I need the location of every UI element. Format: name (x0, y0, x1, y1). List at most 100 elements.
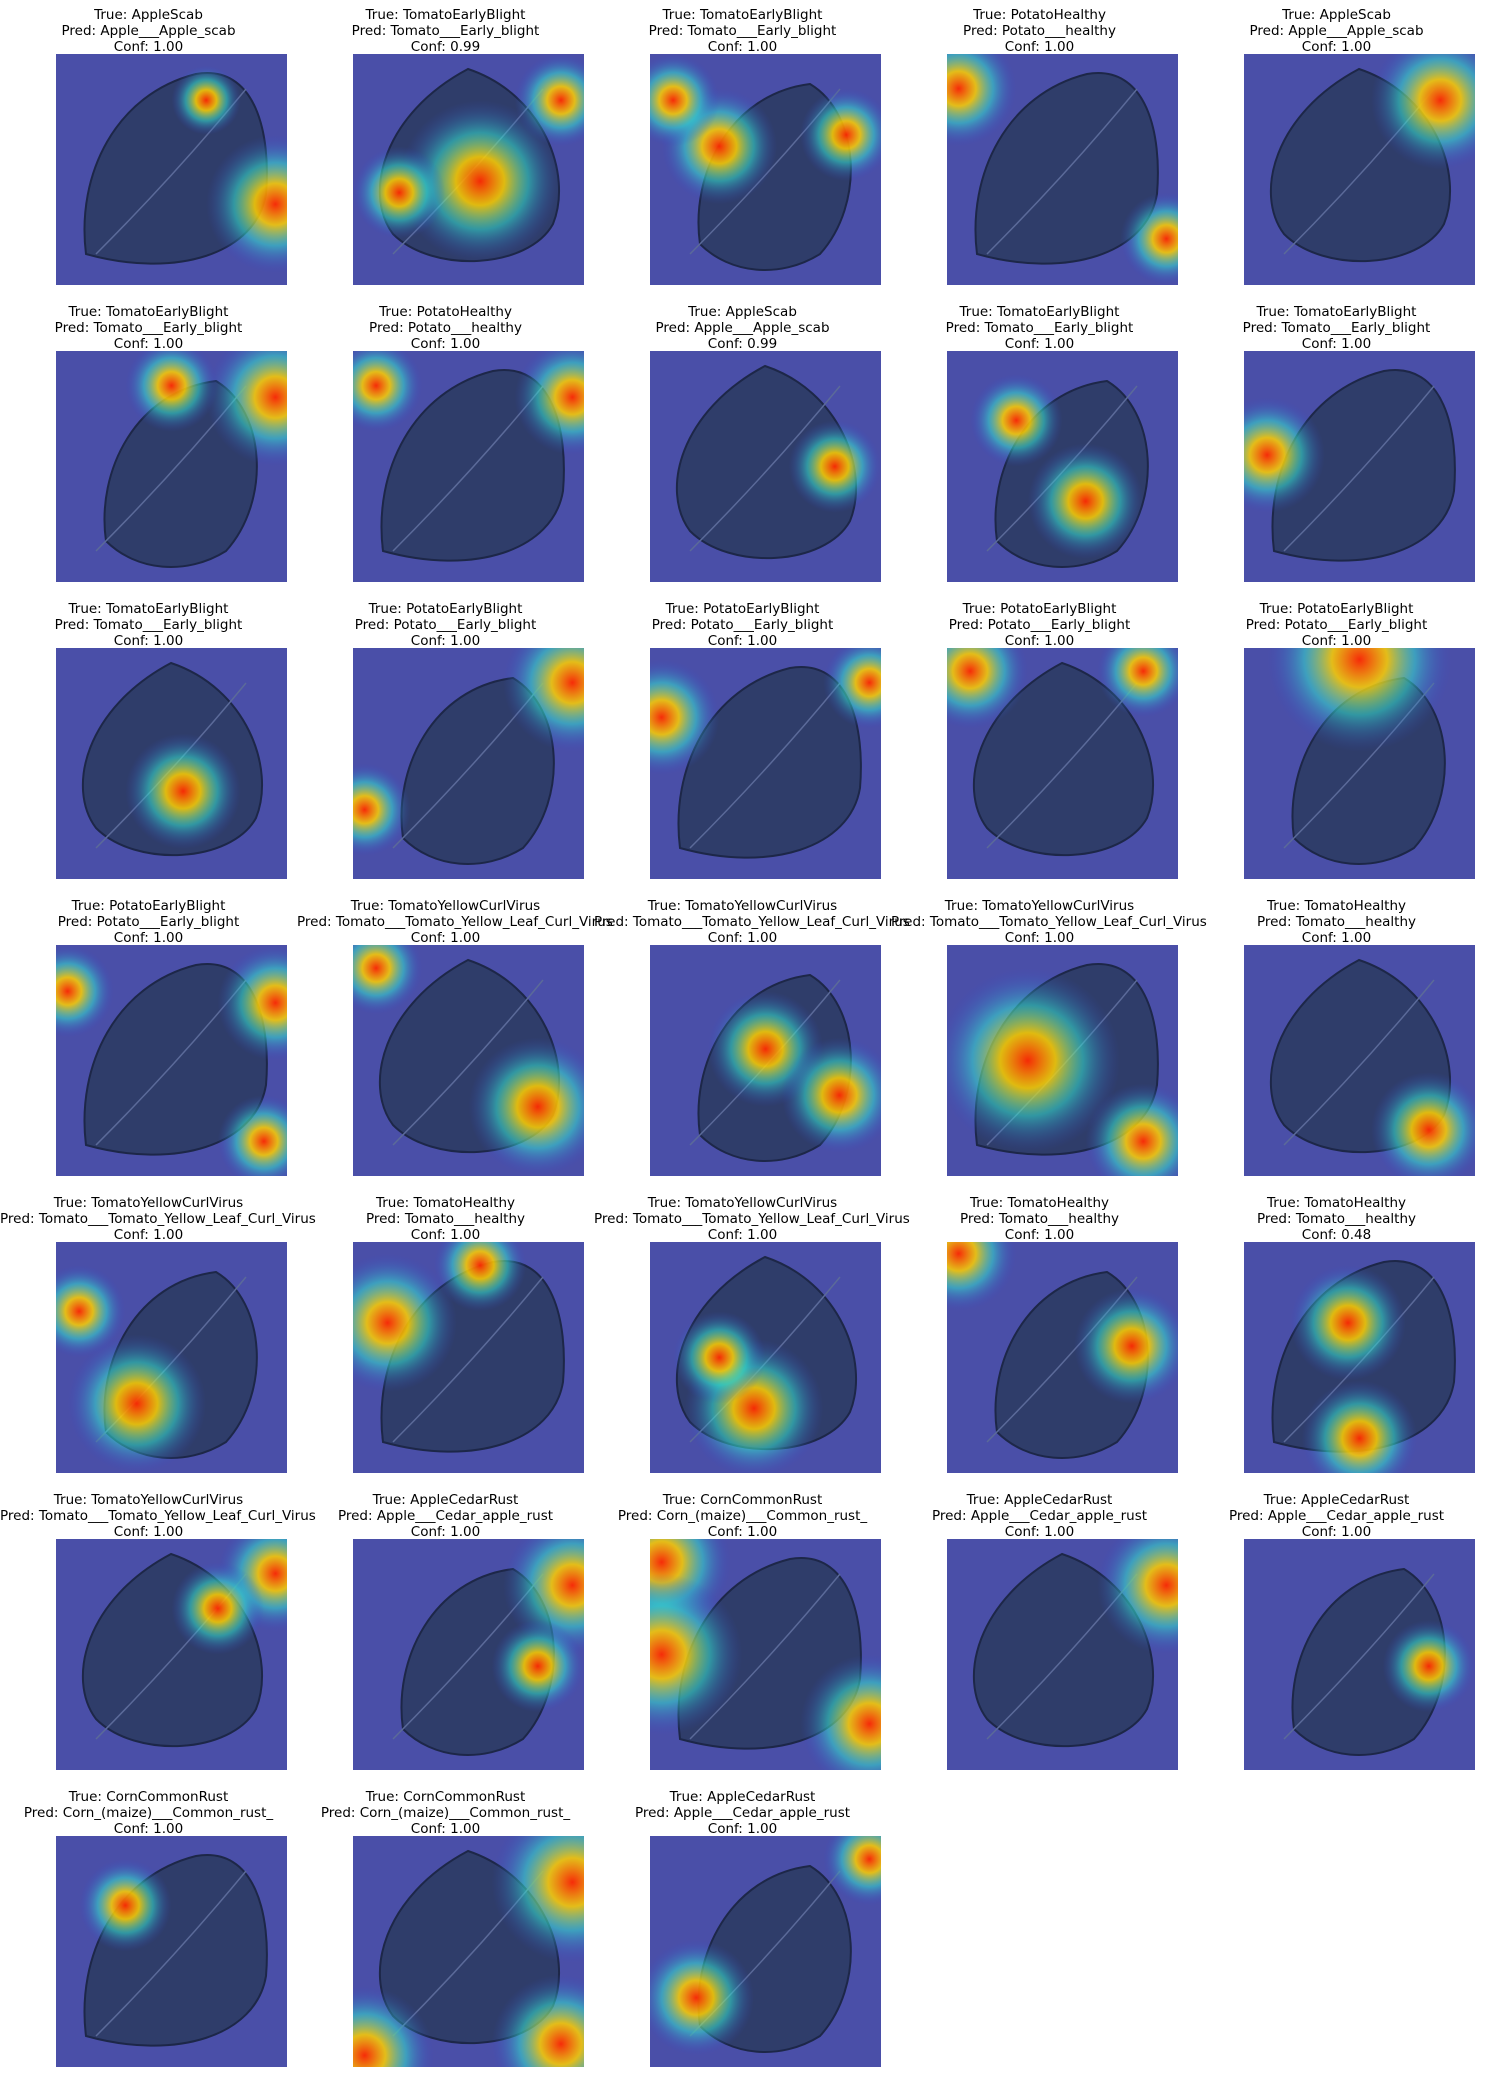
leaf-icon (1291, 1567, 1446, 1756)
panel-3: True: TomatoEarlyBlight Pred: Tomato___E… (594, 0, 891, 298)
pred-label: Pred: Potato___healthy (963, 23, 1116, 39)
true-label: True: PotatoHealthy (379, 304, 512, 320)
true-label: True: TomatoYellowCurlVirus (944, 898, 1135, 914)
true-label: True: TomatoHealthy (969, 1195, 1110, 1211)
heatmap-image (947, 1539, 1178, 1770)
heatmap-overlay (650, 1539, 881, 1770)
panel-caption: True: PotatoEarlyBlight Pred: Potato___E… (1188, 601, 1485, 649)
heatmap-hotspot (650, 54, 720, 147)
heatmap-hotspot (970, 374, 1063, 467)
confidence-label: Conf: 1.00 (1301, 633, 1372, 649)
heatmap-image (353, 945, 584, 1176)
heatmap-image (56, 1539, 287, 1770)
heatmap-hotspot (1371, 54, 1475, 170)
heatmap-hotspot (788, 420, 881, 513)
panel-26: True: TomatoYellowCurlVirus Pred: Tomato… (0, 1485, 316, 1783)
panel-caption: True: TomatoYellowCurlVirus Pred: Tomato… (0, 1195, 316, 1243)
pred-label: Pred: Apple___Apple_scab (655, 320, 830, 336)
heatmap-image (353, 54, 584, 285)
heatmap-hotspot (1290, 1265, 1406, 1381)
heatmap-hotspot (1120, 192, 1178, 285)
confidence-label: Conf: 0.99 (707, 336, 778, 352)
pred-label: Pred: Tomato___healthy (959, 1211, 1120, 1227)
heatmap-overlay (56, 1242, 287, 1473)
leaf-icon (972, 661, 1155, 857)
confidence-label: Conf: 1.00 (410, 930, 481, 946)
confidence-label: Conf: 1.00 (707, 930, 778, 946)
heatmap-image (1244, 945, 1475, 1176)
true-label: True: CornCommonRust (365, 1789, 526, 1805)
heatmap-image (947, 1242, 1178, 1473)
confidence-label: Conf: 1.00 (1004, 633, 1075, 649)
confidence-label: Conf: 1.00 (707, 633, 778, 649)
panel-27: True: AppleCedarRust Pred: Apple___Cedar… (297, 1485, 594, 1783)
heatmap-hotspot (206, 351, 287, 467)
panel-30: True: AppleCedarRust Pred: Apple___Cedar… (1188, 1485, 1485, 1783)
heatmap-overlay (1244, 945, 1475, 1176)
heatmap-hotspot (217, 1095, 287, 1176)
heatmap-image (947, 945, 1178, 1176)
true-label: True: TomatoEarlyBlight (959, 304, 1120, 320)
heatmap-hotspot (353, 1986, 434, 2067)
confidence-label: Conf: 0.99 (410, 39, 481, 55)
confidence-label: Conf: 1.00 (410, 1227, 481, 1243)
heatmap-overlay (1244, 648, 1475, 879)
confidence-label: Conf: 1.00 (113, 336, 184, 352)
heatmap-hotspot (353, 1253, 457, 1393)
confidence-label: Conf: 1.00 (707, 1227, 778, 1243)
heatmap-overlay (947, 54, 1178, 285)
panel-18: True: TomatoYellowCurlVirus Pred: Tomato… (594, 891, 910, 1189)
true-label: True: TomatoEarlyBlight (68, 601, 229, 617)
pred-label: Pred: Potato___Early_blight (57, 914, 240, 930)
panel-caption: True: TomatoHealthy Pred: Tomato___healt… (297, 1195, 594, 1243)
panel-caption: True: PotatoHealthy Pred: Potato___healt… (297, 304, 594, 352)
heatmap-overlay (1244, 54, 1475, 285)
panel-19: True: TomatoYellowCurlVirus Pred: Tomato… (891, 891, 1207, 1189)
panel-caption: True: TomatoEarlyBlight Pred: Tomato___E… (0, 601, 297, 649)
heatmap-hotspot (67, 1334, 207, 1473)
heatmap-hotspot (781, 1037, 881, 1153)
true-label: True: PotatoHealthy (973, 7, 1106, 23)
panel-caption: True: TomatoYellowCurlVirus Pred: Tomato… (297, 898, 613, 946)
heatmap-overlay (650, 1836, 881, 2067)
panel-4: True: PotatoHealthy Pred: Potato___healt… (891, 0, 1188, 298)
true-label: True: AppleCedarRust (669, 1789, 816, 1805)
pred-label: Pred: Tomato___Early_blight (945, 320, 1134, 336)
true-label: True: TomatoHealthy (375, 1195, 516, 1211)
confidence-label: Conf: 1.00 (1004, 930, 1075, 946)
pred-label: Pred: Corn_(maize)___Common_rust_ (23, 1805, 274, 1821)
pred-label: Pred: Tomato___Tomato_Yellow_Leaf_Curl_V… (891, 914, 1207, 930)
true-label: True: TomatoYellowCurlVirus (647, 1195, 838, 1211)
panel-8: True: AppleScab Pred: Apple___Apple_scab… (594, 297, 891, 595)
heatmap-overlay (353, 945, 584, 1176)
heatmap-image (56, 1242, 287, 1473)
pred-label: Pred: Potato___Early_blight (651, 617, 834, 633)
panel-31: True: CornCommonRust Pred: Corn_(maize)_… (0, 1782, 297, 2080)
panel-caption: True: TomatoYellowCurlVirus Pred: Tomato… (594, 898, 910, 946)
true-label: True: PotatoEarlyBlight (368, 601, 523, 617)
panel-11: True: TomatoEarlyBlight Pred: Tomato___E… (0, 594, 297, 892)
heatmap-overlay (56, 1539, 287, 1770)
heatmap-hotspot (1027, 443, 1144, 559)
true-label: True: AppleScab (688, 304, 797, 320)
heatmap-image (947, 648, 1178, 879)
heatmap-hotspot (1085, 1083, 1178, 1176)
heatmap-hotspot (947, 54, 1017, 147)
leaf-vein (392, 979, 544, 1146)
pred-label: Pred: Tomato___healthy (365, 1211, 526, 1227)
heatmap-overlay (650, 648, 881, 879)
panel-29: True: AppleCedarRust Pred: Apple___Cedar… (891, 1485, 1188, 1783)
panel-caption: True: PotatoEarlyBlight Pred: Potato___E… (0, 898, 297, 946)
heatmap-hotspot (468, 1037, 584, 1176)
panel-20: True: TomatoHealthy Pred: Tomato___healt… (1188, 891, 1485, 1189)
true-label: True: TomatoYellowCurlVirus (647, 898, 838, 914)
heatmap-overlay (947, 351, 1178, 582)
pred-label: Pred: Tomato___Early_blight (54, 320, 243, 336)
heatmap-image (947, 54, 1178, 285)
confidence-label: Conf: 1.00 (410, 1524, 481, 1540)
pred-label: Pred: Tomato___Early_blight (1242, 320, 1431, 336)
true-label: True: TomatoHealthy (1266, 1195, 1407, 1211)
heatmap-overlay (353, 648, 584, 879)
panel-32: True: CornCommonRust Pred: Corn_(maize)_… (297, 1782, 594, 2080)
confidence-label: Conf: 1.00 (410, 633, 481, 649)
